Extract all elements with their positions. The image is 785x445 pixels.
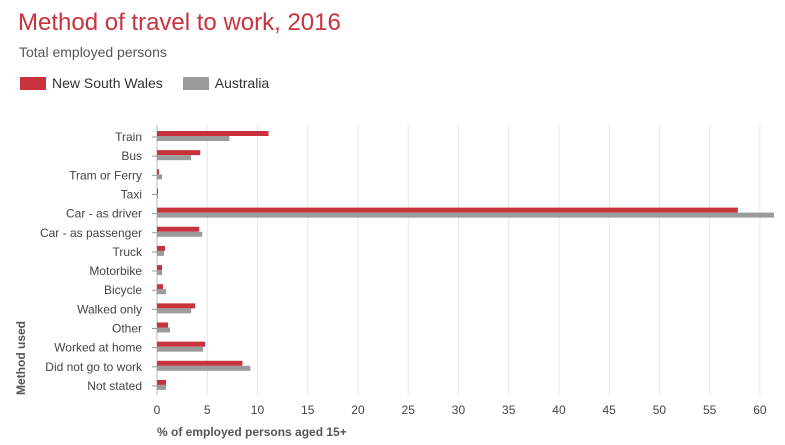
bar-nsw[interactable]	[157, 322, 169, 328]
bar-nsw[interactable]	[157, 131, 269, 136]
bar-nsw[interactable]	[157, 226, 200, 232]
bar-australia[interactable]	[157, 346, 204, 352]
y-axis-title: Method used	[14, 321, 28, 395]
x-tick-label: 60	[753, 403, 767, 417]
bar-nsw[interactable]	[157, 360, 243, 366]
x-tick-label: 40	[552, 403, 566, 417]
category-labels: Train Bus Tram or Ferry Taxi Car - as driver…	[40, 130, 143, 393]
bar-australia[interactable]	[157, 174, 163, 180]
legend-swatch-nsw	[20, 76, 46, 90]
bar-australia[interactable]	[157, 327, 171, 333]
gridlines	[152, 125, 761, 395]
legend-label-nsw: New South Wales	[52, 75, 163, 91]
bar-nsw[interactable]	[157, 379, 167, 385]
x-tick-label: 15	[301, 403, 315, 417]
bar-australia[interactable]	[157, 365, 251, 371]
x-tick-label: 45	[603, 403, 617, 417]
category-label: Car - as driver	[66, 207, 142, 221]
bar-nsw[interactable]	[157, 245, 166, 251]
x-tick-labels: 0 5 10 15 20 25 30 35 40 45 50 55 60	[154, 403, 767, 417]
legend-label-australia: Australia	[214, 75, 270, 91]
bar-nsw[interactable]	[157, 150, 201, 156]
bar-australia[interactable]	[157, 231, 203, 237]
bar-nsw[interactable]	[157, 341, 206, 347]
x-tick-label: 10	[251, 403, 265, 417]
category-label: Bicycle	[104, 283, 142, 297]
bar-nsw[interactable]	[157, 265, 163, 271]
category-label: Motorbike	[89, 264, 142, 278]
chart-subtitle: Total employed persons	[19, 44, 167, 60]
category-label: Car - as passenger	[40, 226, 142, 240]
bar-australia[interactable]	[157, 270, 163, 276]
x-tick-label: 0	[154, 403, 161, 417]
category-label: Tram or Ferry	[69, 168, 142, 182]
legend-item-nsw[interactable]: New South Wales	[20, 75, 163, 91]
x-tick-label: 35	[502, 403, 516, 417]
category-label: Truck	[112, 245, 143, 259]
legend-swatch-australia	[182, 76, 209, 90]
x-tick-label: 55	[703, 403, 717, 417]
category-label: Walked only	[77, 302, 142, 316]
category-label: Worked at home	[54, 341, 142, 355]
bar-australia[interactable]	[157, 384, 167, 390]
bar-nsw[interactable]	[157, 169, 160, 175]
legend-item-australia[interactable]: Australia	[182, 75, 270, 91]
category-label: Other	[112, 322, 142, 336]
x-tick-label: 20	[351, 403, 365, 417]
bar-nsw[interactable]	[157, 188, 159, 194]
category-label: Train	[115, 130, 142, 144]
category-label: Not stated	[87, 379, 142, 393]
bar-nsw[interactable]	[157, 207, 738, 213]
category-label: Bus	[121, 149, 142, 163]
x-tick-label: 50	[653, 403, 667, 417]
bar-australia[interactable]	[157, 155, 192, 161]
legend: New South Wales Australia	[20, 75, 289, 91]
bars	[157, 131, 774, 390]
bar-australia[interactable]	[157, 193, 159, 199]
bar-australia[interactable]	[157, 136, 230, 141]
x-tick-label: 5	[204, 403, 211, 417]
bar-australia[interactable]	[157, 289, 167, 295]
x-tick-label: 25	[402, 403, 416, 417]
x-axis-title: % of employed persons aged 15+	[157, 425, 347, 439]
x-tick-label: 30	[452, 403, 466, 417]
bar-australia[interactable]	[157, 250, 165, 256]
category-label: Taxi	[121, 187, 142, 201]
bar-australia[interactable]	[157, 212, 774, 218]
bar-nsw[interactable]	[157, 303, 196, 309]
category-label: Did not go to work	[45, 360, 143, 374]
bar-australia[interactable]	[157, 308, 192, 314]
chart-title: Method of travel to work, 2016	[18, 9, 341, 36]
bar-nsw[interactable]	[157, 284, 164, 290]
